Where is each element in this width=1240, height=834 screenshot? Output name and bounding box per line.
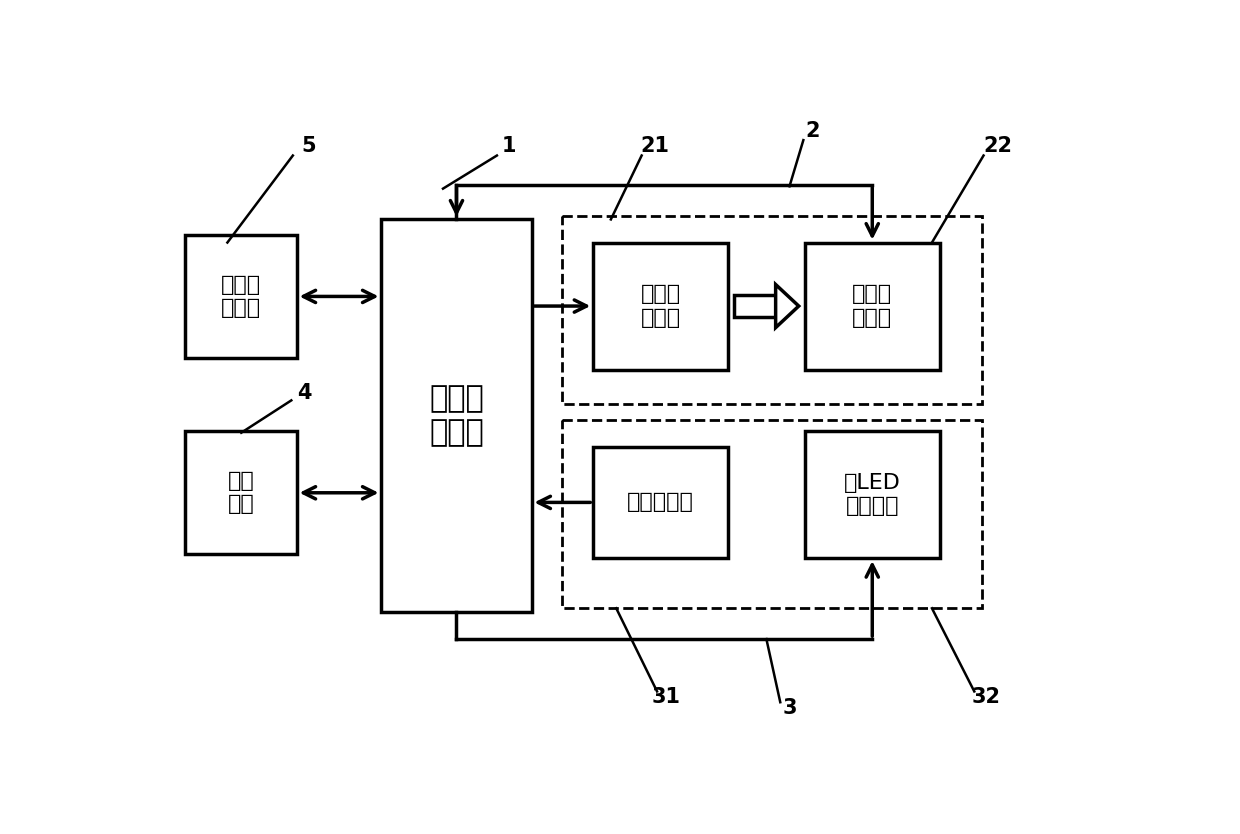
Bar (805, 431, 940, 558)
Text: 人工交
互单元: 人工交 互单元 (221, 275, 260, 318)
Text: 中央处
理单元: 中央处 理单元 (429, 384, 484, 447)
Bar (734, 295, 776, 317)
Bar (382, 219, 532, 612)
Text: 31: 31 (652, 687, 681, 707)
Bar (593, 243, 728, 369)
Bar (593, 446, 728, 558)
Bar (563, 420, 982, 608)
Text: 双LED
收发模块: 双LED 收发模块 (844, 473, 900, 516)
Text: 22: 22 (983, 136, 1012, 156)
Text: 1: 1 (501, 136, 516, 156)
Bar (805, 243, 940, 369)
Text: 21: 21 (640, 136, 670, 156)
Bar (185, 235, 296, 358)
Text: 3: 3 (782, 698, 797, 718)
Text: 32: 32 (971, 687, 1001, 707)
Text: 光电检
测模块: 光电检 测模块 (852, 284, 893, 328)
Text: 显示
单元: 显示 单元 (227, 471, 254, 515)
Text: 传感器模块: 传感器模块 (627, 492, 694, 512)
Bar (563, 215, 982, 404)
Text: 红外发
射模块: 红外发 射模块 (641, 284, 681, 328)
Bar (185, 431, 296, 555)
Text: 4: 4 (298, 383, 311, 403)
Text: 2: 2 (805, 121, 820, 141)
Text: 5: 5 (301, 136, 315, 156)
Polygon shape (776, 284, 799, 328)
